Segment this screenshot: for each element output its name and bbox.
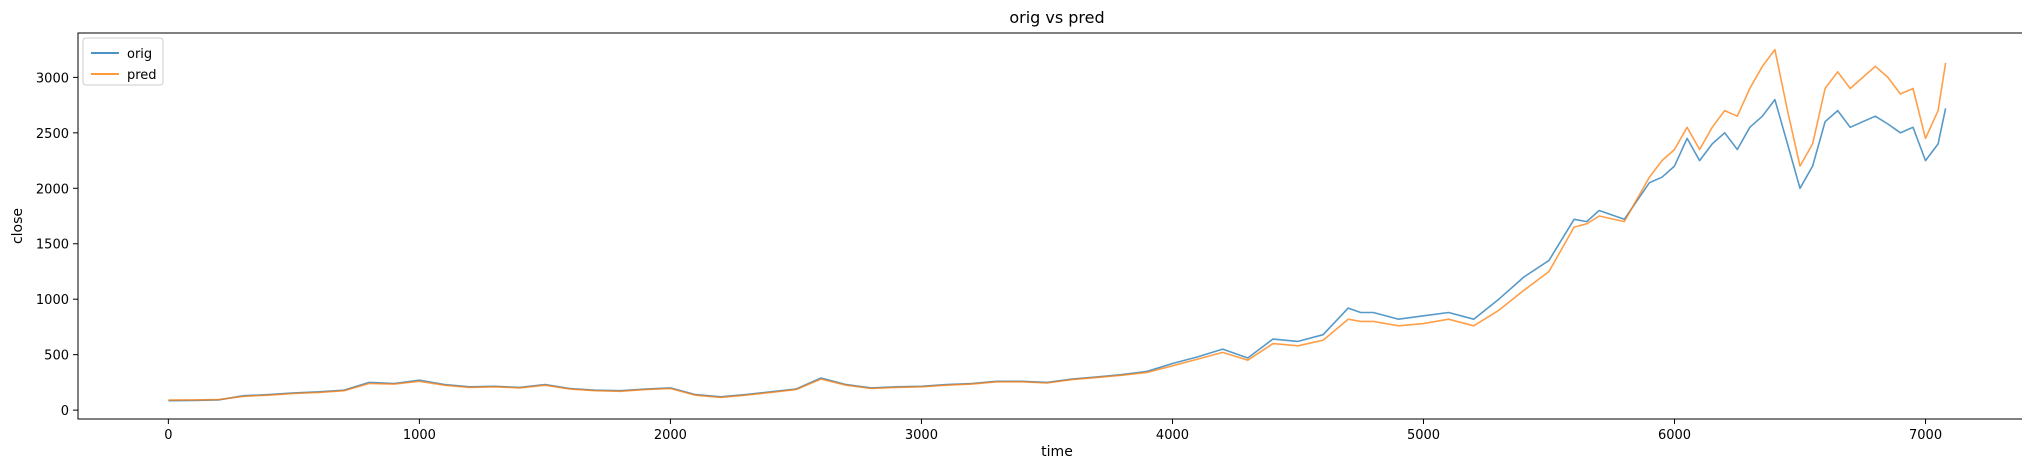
x-tick-label: 0 xyxy=(164,428,172,443)
y-tick-label: 1000 xyxy=(36,293,69,308)
x-tick-label: 4000 xyxy=(1156,428,1189,443)
x-axis: 0 1000 2000 3000 4000 5000 6000 7000 xyxy=(164,419,1942,443)
x-tick-label: 3000 xyxy=(905,428,938,443)
y-axis-label: close xyxy=(10,208,26,244)
x-tick-label: 2000 xyxy=(654,428,687,443)
legend-label-orig: orig xyxy=(127,47,152,62)
y-tick-label: 1500 xyxy=(36,238,69,253)
chart-title: orig vs pred xyxy=(1009,8,1104,27)
plot-frame xyxy=(77,32,2022,420)
y-tick-label: 2000 xyxy=(36,182,69,197)
x-tick-label: 1000 xyxy=(403,428,436,443)
legend-label-pred: pred xyxy=(127,68,157,83)
y-tick-label: 0 xyxy=(61,404,69,419)
y-tick-label: 500 xyxy=(44,349,69,364)
x-axis-label: time xyxy=(1041,444,1073,460)
y-tick-label: 3000 xyxy=(36,71,69,86)
y-axis: 0 500 1000 1500 2000 2500 3000 xyxy=(36,71,78,419)
series-lines xyxy=(168,48,1947,402)
y-tick-label: 2500 xyxy=(36,127,69,142)
legend: orig pred xyxy=(82,37,164,86)
series-line-pred xyxy=(168,48,1947,401)
x-tick-label: 7000 xyxy=(1909,428,1942,443)
x-tick-label: 5000 xyxy=(1407,428,1440,443)
plot-area xyxy=(77,32,2022,420)
series-line-orig xyxy=(168,98,1947,402)
x-tick-label: 6000 xyxy=(1658,428,1691,443)
